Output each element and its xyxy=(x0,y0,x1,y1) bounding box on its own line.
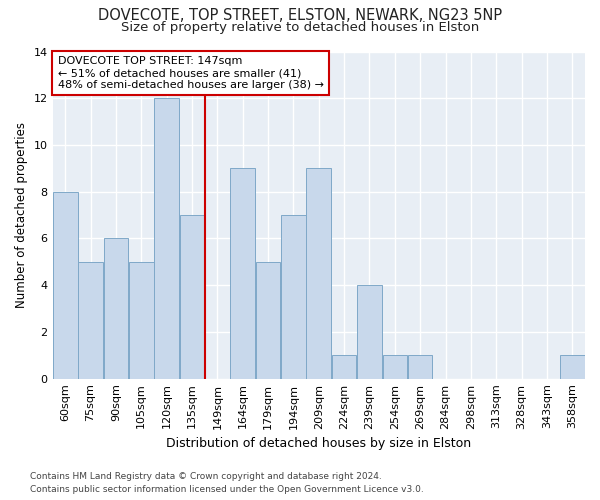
Bar xyxy=(307,168,331,378)
Text: Size of property relative to detached houses in Elston: Size of property relative to detached ho… xyxy=(121,21,479,34)
Bar xyxy=(357,285,382,378)
Bar xyxy=(332,356,356,378)
Text: DOVECOTE TOP STREET: 147sqm
← 51% of detached houses are smaller (41)
48% of sem: DOVECOTE TOP STREET: 147sqm ← 51% of det… xyxy=(58,56,324,90)
Bar xyxy=(78,262,103,378)
Bar xyxy=(53,192,77,378)
Bar xyxy=(104,238,128,378)
Text: DOVECOTE, TOP STREET, ELSTON, NEWARK, NG23 5NP: DOVECOTE, TOP STREET, ELSTON, NEWARK, NG… xyxy=(98,8,502,22)
Text: Contains public sector information licensed under the Open Government Licence v3: Contains public sector information licen… xyxy=(30,484,424,494)
Bar xyxy=(560,356,584,378)
Bar xyxy=(154,98,179,378)
Bar xyxy=(408,356,433,378)
Bar xyxy=(383,356,407,378)
X-axis label: Distribution of detached houses by size in Elston: Distribution of detached houses by size … xyxy=(166,437,472,450)
Bar xyxy=(129,262,154,378)
Bar xyxy=(230,168,255,378)
Bar xyxy=(179,215,204,378)
Bar xyxy=(256,262,280,378)
Text: Contains HM Land Registry data © Crown copyright and database right 2024.: Contains HM Land Registry data © Crown c… xyxy=(30,472,382,481)
Y-axis label: Number of detached properties: Number of detached properties xyxy=(15,122,28,308)
Bar xyxy=(281,215,306,378)
